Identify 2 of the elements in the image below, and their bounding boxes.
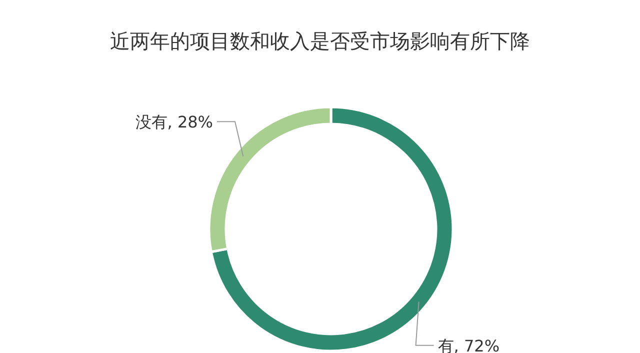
chart-title: 近两年的项目数和收入是否受市场影响有所下降 (110, 29, 530, 53)
slice-label: 没有, 28% (135, 112, 214, 132)
